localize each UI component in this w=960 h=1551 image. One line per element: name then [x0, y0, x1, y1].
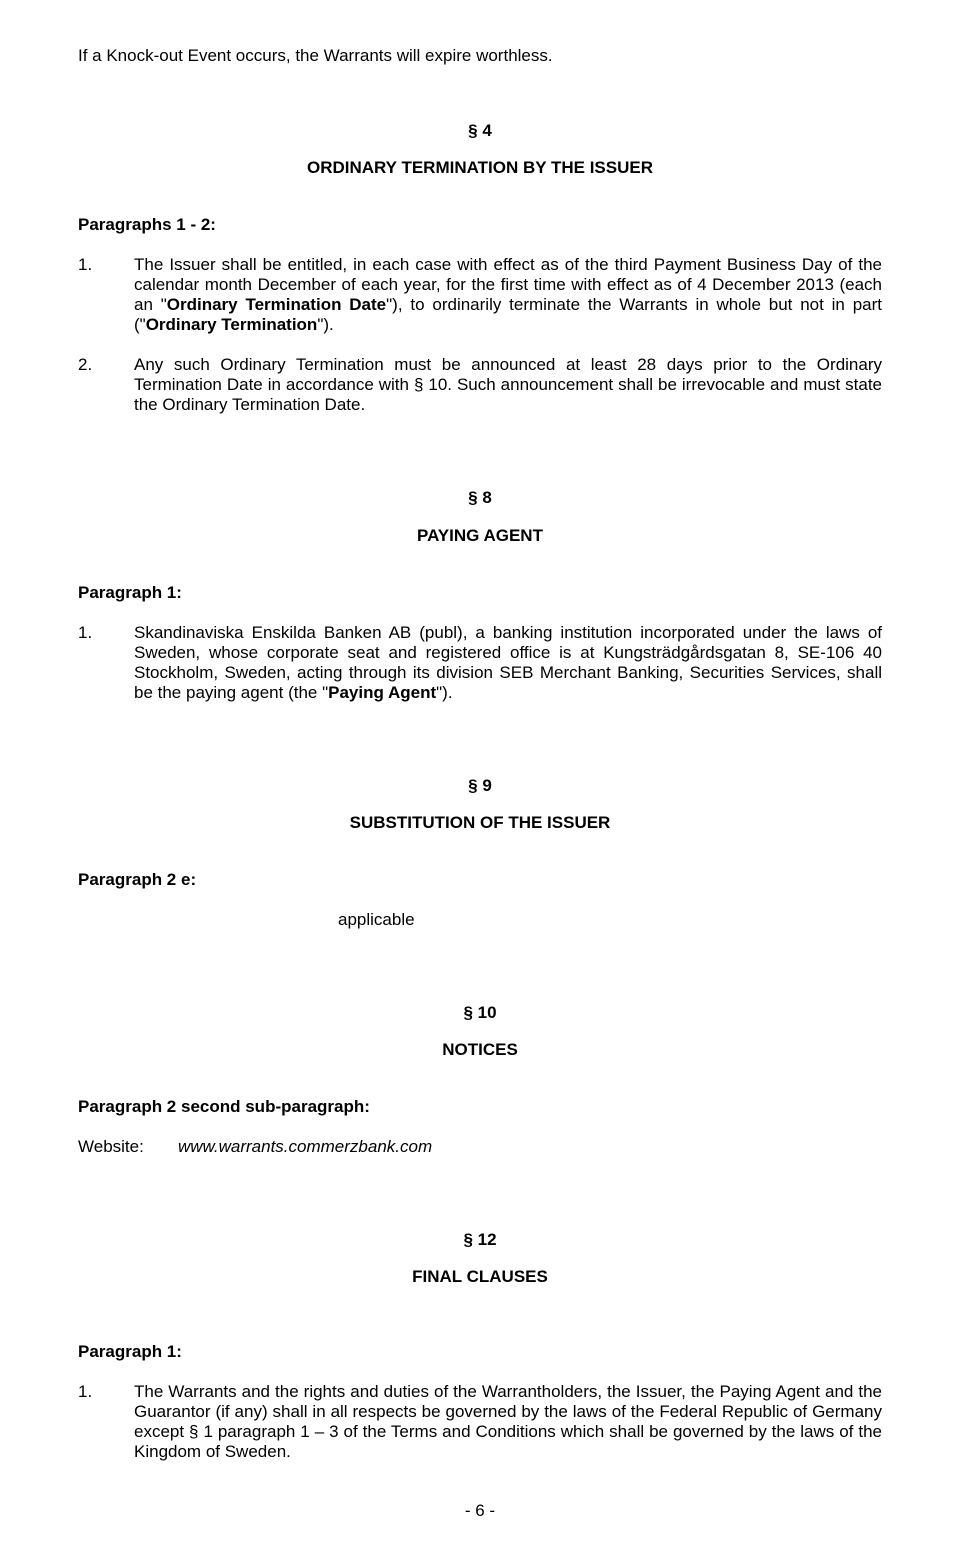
spacer	[78, 235, 882, 255]
sec8-item1-num: 1.	[78, 623, 134, 643]
spacer	[78, 563, 882, 583]
sec4-item1-bold-d: Ordinary Termination	[146, 315, 318, 334]
spacer	[78, 1304, 882, 1342]
sec9-title: SUBSTITUTION OF THE ISSUER	[78, 813, 882, 833]
sec12-item1: 1. The Warrants and the rights and dutie…	[78, 1382, 882, 1462]
sec12-item1-num: 1.	[78, 1382, 134, 1402]
sec10-website-value: www.warrants.commerzbank.com	[178, 1137, 432, 1157]
spacer	[78, 415, 882, 471]
spacer	[78, 195, 882, 215]
spacer	[78, 66, 882, 104]
sec4-item1-body: The Issuer shall be entitled, in each ca…	[134, 255, 882, 335]
spacer	[78, 890, 882, 910]
sec8-item1-bold: Paying Agent	[328, 683, 436, 702]
sec10-num: § 10	[78, 1003, 882, 1023]
spacer	[78, 603, 882, 623]
sec4-num: § 4	[78, 121, 882, 141]
spacer	[78, 930, 882, 986]
sec12-num: § 12	[78, 1230, 882, 1250]
sec12-title: FINAL CLAUSES	[78, 1267, 882, 1287]
sec10-para-label: Paragraph 2 second sub-paragraph:	[78, 1097, 882, 1117]
sec10-website-row: Website: www.warrants.commerzbank.com	[78, 1137, 882, 1157]
spacer	[78, 1117, 882, 1137]
sec4-item1-text-e: ").	[317, 315, 333, 334]
spacer	[78, 1157, 882, 1213]
sec12-item1-body: The Warrants and the rights and duties o…	[134, 1382, 882, 1462]
sec10-title: NOTICES	[78, 1040, 882, 1060]
page-footer: - 6 -	[0, 1501, 960, 1521]
sec9-num: § 9	[78, 776, 882, 796]
sec8-item1-body: Skandinaviska Enskilda Banken AB (publ),…	[134, 623, 882, 703]
sec4-para-label: Paragraphs 1 - 2:	[78, 215, 882, 235]
spacer	[78, 703, 882, 759]
sec4-title: ORDINARY TERMINATION BY THE ISSUER	[78, 158, 882, 178]
sec8-item1-text-c: ").	[436, 683, 452, 702]
document-page: If a Knock-out Event occurs, the Warrant…	[0, 0, 960, 1551]
spacer	[78, 1077, 882, 1097]
sec4-item2-body: Any such Ordinary Termination must be an…	[134, 355, 882, 415]
sec4-item2-num: 2.	[78, 355, 134, 375]
sec12-para-label: Paragraph 1:	[78, 1342, 882, 1362]
sec10-website-label: Website:	[78, 1137, 178, 1157]
sec8-para-label: Paragraph 1:	[78, 583, 882, 603]
sec8-item1-text-a: Skandinaviska Enskilda Banken AB (publ),…	[134, 623, 882, 702]
sec8-item1: 1. Skandinaviska Enskilda Banken AB (pub…	[78, 623, 882, 703]
spacer	[78, 1362, 882, 1382]
sec4-item1-num: 1.	[78, 255, 134, 275]
sec9-para-label: Paragraph 2 e:	[78, 870, 882, 890]
sec9-applicable: applicable	[338, 910, 882, 930]
sec8-title: PAYING AGENT	[78, 526, 882, 546]
sec8-num: § 8	[78, 488, 882, 508]
spacer	[78, 335, 882, 355]
intro-line: If a Knock-out Event occurs, the Warrant…	[78, 46, 882, 66]
sec4-item1-bold-b: Ordinary Termination Date	[167, 295, 386, 314]
sec4-item1: 1. The Issuer shall be entitled, in each…	[78, 255, 882, 335]
spacer	[78, 850, 882, 870]
sec4-item2: 2. Any such Ordinary Termination must be…	[78, 355, 882, 415]
